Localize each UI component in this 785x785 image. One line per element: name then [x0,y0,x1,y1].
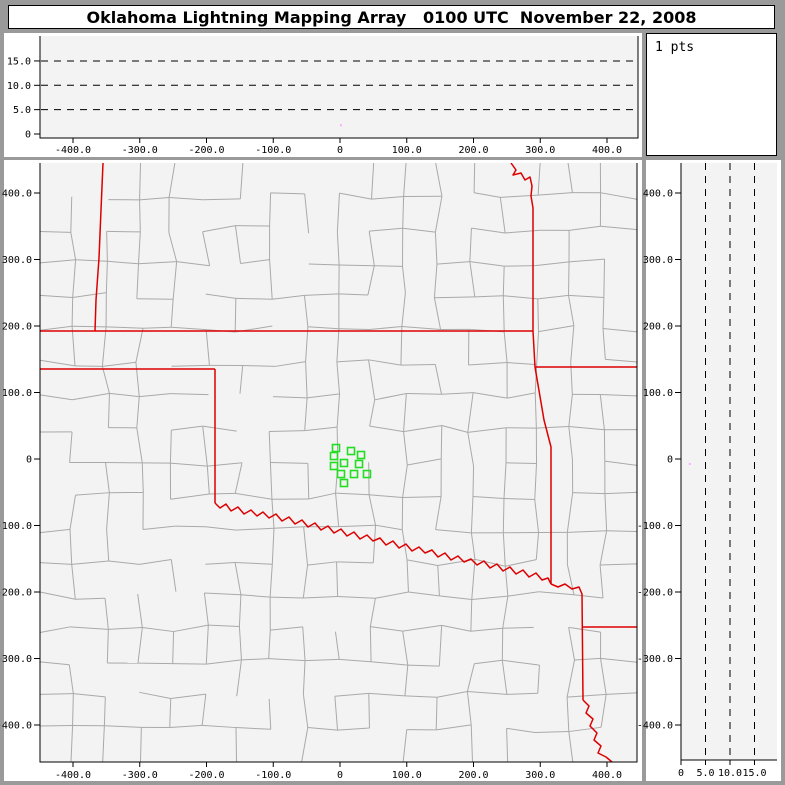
altitude-histogram-panel[interactable]: 1 pts [646,33,777,156]
svg-text:100.0: 100.0 [392,145,422,156]
svg-text:0: 0 [667,455,673,466]
svg-text:15.0: 15.0 [742,768,766,779]
svg-text:400.0: 400.0 [643,189,673,200]
county-outlines [40,163,637,762]
lma-station-marker [362,469,372,479]
svg-text:0: 0 [337,145,343,156]
red-river-border [214,502,552,585]
ks-mo-river-border [510,163,534,331]
tx-ar-border [550,583,584,701]
svg-text:400.0: 400.0 [2,189,32,200]
east-west-axis-ticks: -400.0 -300.0 -200.0 -100.0 0 100.0 200.0 300.0… [55,138,622,156]
east-west-axis-ticks: -400.0 -300.0 -200.0 -100.0 0 100.0 200.0 300.0… [55,762,622,781]
svg-text:-300.0: -300.0 [637,654,673,665]
svg-text:5.0: 5.0 [13,105,31,116]
svg-text:0: 0 [337,770,343,781]
state-borders [40,163,637,762]
svg-text:100.0: 100.0 [643,388,673,399]
svg-text:-200.0: -200.0 [637,588,673,599]
svg-text:-200.0: -200.0 [0,588,32,599]
svg-text:200.0: 200.0 [2,322,32,333]
svg-text:-300.0: -300.0 [122,145,158,156]
svg-text:10.0: 10.0 [718,768,742,779]
svg-text:10.0: 10.0 [7,81,31,92]
altitude-north-south-plot[interactable]: 400.0 300.0 200.0 100.0 0 -100.0 -200.0 -300.0 -… [637,163,777,779]
altitude-axis-ticks: 0 5.0 10.0 15.0 [7,56,40,141]
altitude-east-west-plot[interactable]: 0 5.0 10.0 15.0 -400.0 -300.0 -200.0 -100.0 0 100… [7,36,639,156]
svg-text:100.0: 100.0 [2,388,32,399]
svg-text:300.0: 300.0 [525,145,555,156]
north-south-axis-ticks: 400.0 300.0 200.0 100.0 0 -100.0 -200.0 -300.0 -… [637,189,681,732]
svg-text:300.0: 300.0 [643,255,673,266]
svg-text:0: 0 [678,768,684,779]
north-south-axis-ticks: 400.0 300.0 200.0 100.0 0 -100.0 -200.0 -300.0 -… [0,189,40,732]
svg-text:-300.0: -300.0 [122,770,158,781]
lma-station-marker [329,451,339,461]
plan-view-plot[interactable]: 400.0300.0200.0100.00-100.0-200.0-300.0-… [0,163,638,781]
altitude-gridlines [705,163,755,759]
svg-text:-400.0: -400.0 [55,770,91,781]
lma-station-marker [354,459,364,469]
svg-text:-400.0: -400.0 [637,721,673,732]
lma-station-marker [339,458,349,468]
svg-text:-300.0: -300.0 [0,654,32,665]
co-ks-border [94,163,104,332]
svg-text:5.0: 5.0 [696,768,714,779]
svg-text:-200.0: -200.0 [188,770,224,781]
svg-text:200.0: 200.0 [643,322,673,333]
svg-text:200.0: 200.0 [458,145,488,156]
lma-station-marker [356,450,366,460]
tx-la-border [582,699,613,762]
svg-text:-100.0: -100.0 [255,770,291,781]
title-bar: Oklahoma Lightning Mapping Array 0100 UT… [8,5,775,29]
svg-text:-400.0: -400.0 [55,145,91,156]
svg-text:-100.0: -100.0 [0,521,32,532]
page-title: Oklahoma Lightning Mapping Array 0100 UT… [86,7,697,27]
svg-text:-100.0: -100.0 [637,521,673,532]
lma-station-marker [349,469,359,479]
svg-text:200.0: 200.0 [458,770,488,781]
svg-text:0: 0 [25,130,31,141]
lma-station-marker [346,446,356,456]
altitude-gridlines [41,60,637,111]
ok-mo-border [532,330,536,368]
points-count-label: 1 pts [655,40,695,55]
svg-text:-200.0: -200.0 [188,145,224,156]
svg-text:0: 0 [26,455,32,466]
svg-text:300.0: 300.0 [525,770,555,781]
svg-text:400.0: 400.0 [592,770,622,781]
lma-stations [329,443,372,488]
lma-station-marker [336,469,346,479]
lma-station-marker [329,461,339,471]
svg-text:-400.0: -400.0 [0,721,32,732]
lma-station-marker [339,478,349,488]
svg-text:100.0: 100.0 [392,770,422,781]
ok-ar-border [534,366,552,584]
lma-station-marker [331,443,341,453]
svg-text:300.0: 300.0 [2,255,32,266]
vhf-source-point [340,124,343,127]
svg-text:400.0: 400.0 [592,145,622,156]
svg-text:-100.0: -100.0 [255,145,291,156]
vhf-source-point [688,462,691,465]
svg-text:15.0: 15.0 [7,56,31,67]
